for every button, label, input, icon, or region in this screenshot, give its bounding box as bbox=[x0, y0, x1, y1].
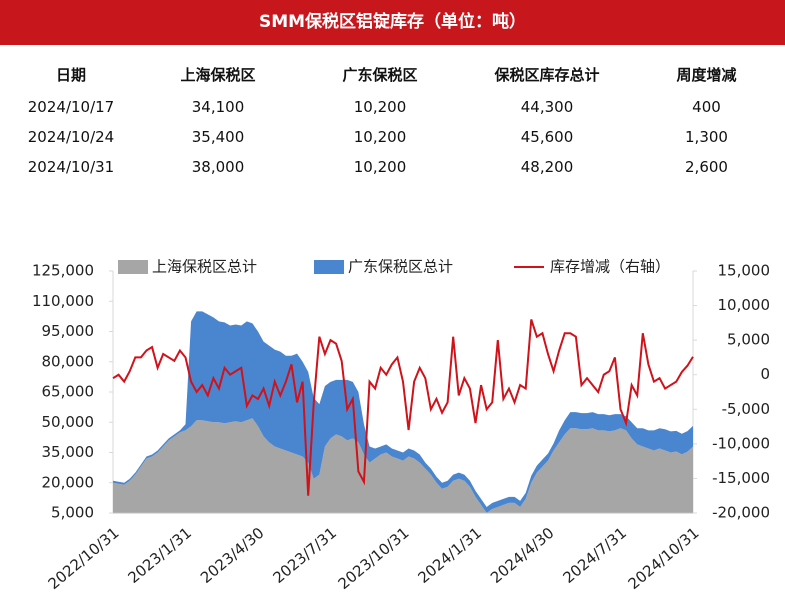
cell: 2024/10/24 bbox=[27, 128, 115, 146]
cell: 10,200 bbox=[353, 158, 407, 176]
cell: 1,300 bbox=[685, 128, 728, 146]
cell: 35,400 bbox=[191, 128, 245, 146]
cell: 38,000 bbox=[191, 158, 245, 176]
y-tick-label: 50,000 bbox=[42, 413, 95, 431]
header-row: 日期 上海保税区 广东保税区 保税区库存总计 周度增减 bbox=[0, 56, 785, 92]
y2-tick-label: 10,000 bbox=[718, 296, 771, 314]
y-tick-label: 5,000 bbox=[51, 504, 94, 522]
column-header: 广东保税区 bbox=[342, 65, 418, 84]
x-tick-label: 2024/4/30 bbox=[487, 524, 557, 587]
column-header: 上海保税区 bbox=[180, 65, 256, 84]
column-header: 日期 bbox=[55, 65, 86, 84]
legend-swatch bbox=[118, 260, 148, 274]
y2-tick-label: 5,000 bbox=[727, 331, 770, 349]
x-tick-label: 2022/10/31 bbox=[45, 524, 123, 593]
cell: 48,200 bbox=[520, 158, 574, 176]
x-tick-label: 2023/7/31 bbox=[269, 524, 339, 587]
cell: 2024/10/17 bbox=[27, 98, 115, 116]
cell: 400 bbox=[692, 98, 721, 116]
y-tick-label: 20,000 bbox=[42, 473, 95, 491]
legend-label: 广东保税区总计 bbox=[348, 258, 453, 276]
y2-tick-label: -10,000 bbox=[712, 434, 770, 452]
y2-tick-label: -15,000 bbox=[712, 469, 770, 487]
x-tick-label: 2023/10/31 bbox=[335, 524, 413, 593]
legend-label: 上海保税区总计 bbox=[152, 258, 257, 276]
x-tick-label: 2024/1/31 bbox=[414, 524, 484, 587]
column-header: 周度增减 bbox=[676, 65, 737, 84]
y2-tick-label: -20,000 bbox=[712, 504, 770, 522]
cell: 45,600 bbox=[520, 128, 574, 146]
y2-tick-label: 0 bbox=[760, 365, 770, 383]
legend-swatch bbox=[314, 260, 344, 274]
row: 2024/10/24 35,400 10,200 45,600 1,300 bbox=[0, 122, 785, 152]
y2-tick-label: -5,000 bbox=[722, 400, 770, 418]
y-tick-label: 95,000 bbox=[42, 322, 95, 340]
row: 2024/10/17 34,100 10,200 44,300 400 bbox=[0, 92, 785, 122]
y2-tick-label: 15,000 bbox=[718, 262, 771, 280]
cell: 10,200 bbox=[353, 98, 407, 116]
title-bar: SMM保税区铝锭库存（单位：吨） bbox=[0, 0, 785, 45]
y-tick-label: 110,000 bbox=[32, 292, 94, 310]
change-line bbox=[112, 319, 694, 496]
cell: 34,100 bbox=[191, 98, 245, 116]
legend-label: 库存增减（右轴） bbox=[550, 258, 670, 276]
stacked-area bbox=[113, 418, 693, 513]
row: 2024/10/31 38,000 10,200 48,200 2,600 bbox=[0, 152, 785, 182]
x-tick-label: 2023/4/30 bbox=[197, 524, 267, 587]
stacked-area bbox=[113, 311, 693, 513]
x-tick-label: 2024/10/31 bbox=[625, 524, 703, 593]
title: SMM保税区铝锭库存（单位：吨） bbox=[258, 12, 527, 32]
cell: 2024/10/31 bbox=[27, 158, 115, 176]
y-tick-label: 125,000 bbox=[32, 262, 94, 280]
column-header: 保税区库存总计 bbox=[494, 65, 600, 84]
y-tick-label: 80,000 bbox=[42, 352, 95, 370]
y-tick-label: 65,000 bbox=[42, 383, 95, 401]
summary-table: 日期 上海保税区 广东保税区 保税区库存总计 周度增减 2024/10/17 34… bbox=[0, 56, 785, 182]
cell: 44,300 bbox=[520, 98, 574, 116]
y-tick-label: 35,000 bbox=[42, 443, 95, 461]
x-tick-label: 2024/7/31 bbox=[559, 524, 629, 587]
x-tick-label: 2023/1/31 bbox=[124, 524, 194, 587]
cell: 2,600 bbox=[685, 158, 728, 176]
cell: 10,200 bbox=[353, 128, 407, 146]
